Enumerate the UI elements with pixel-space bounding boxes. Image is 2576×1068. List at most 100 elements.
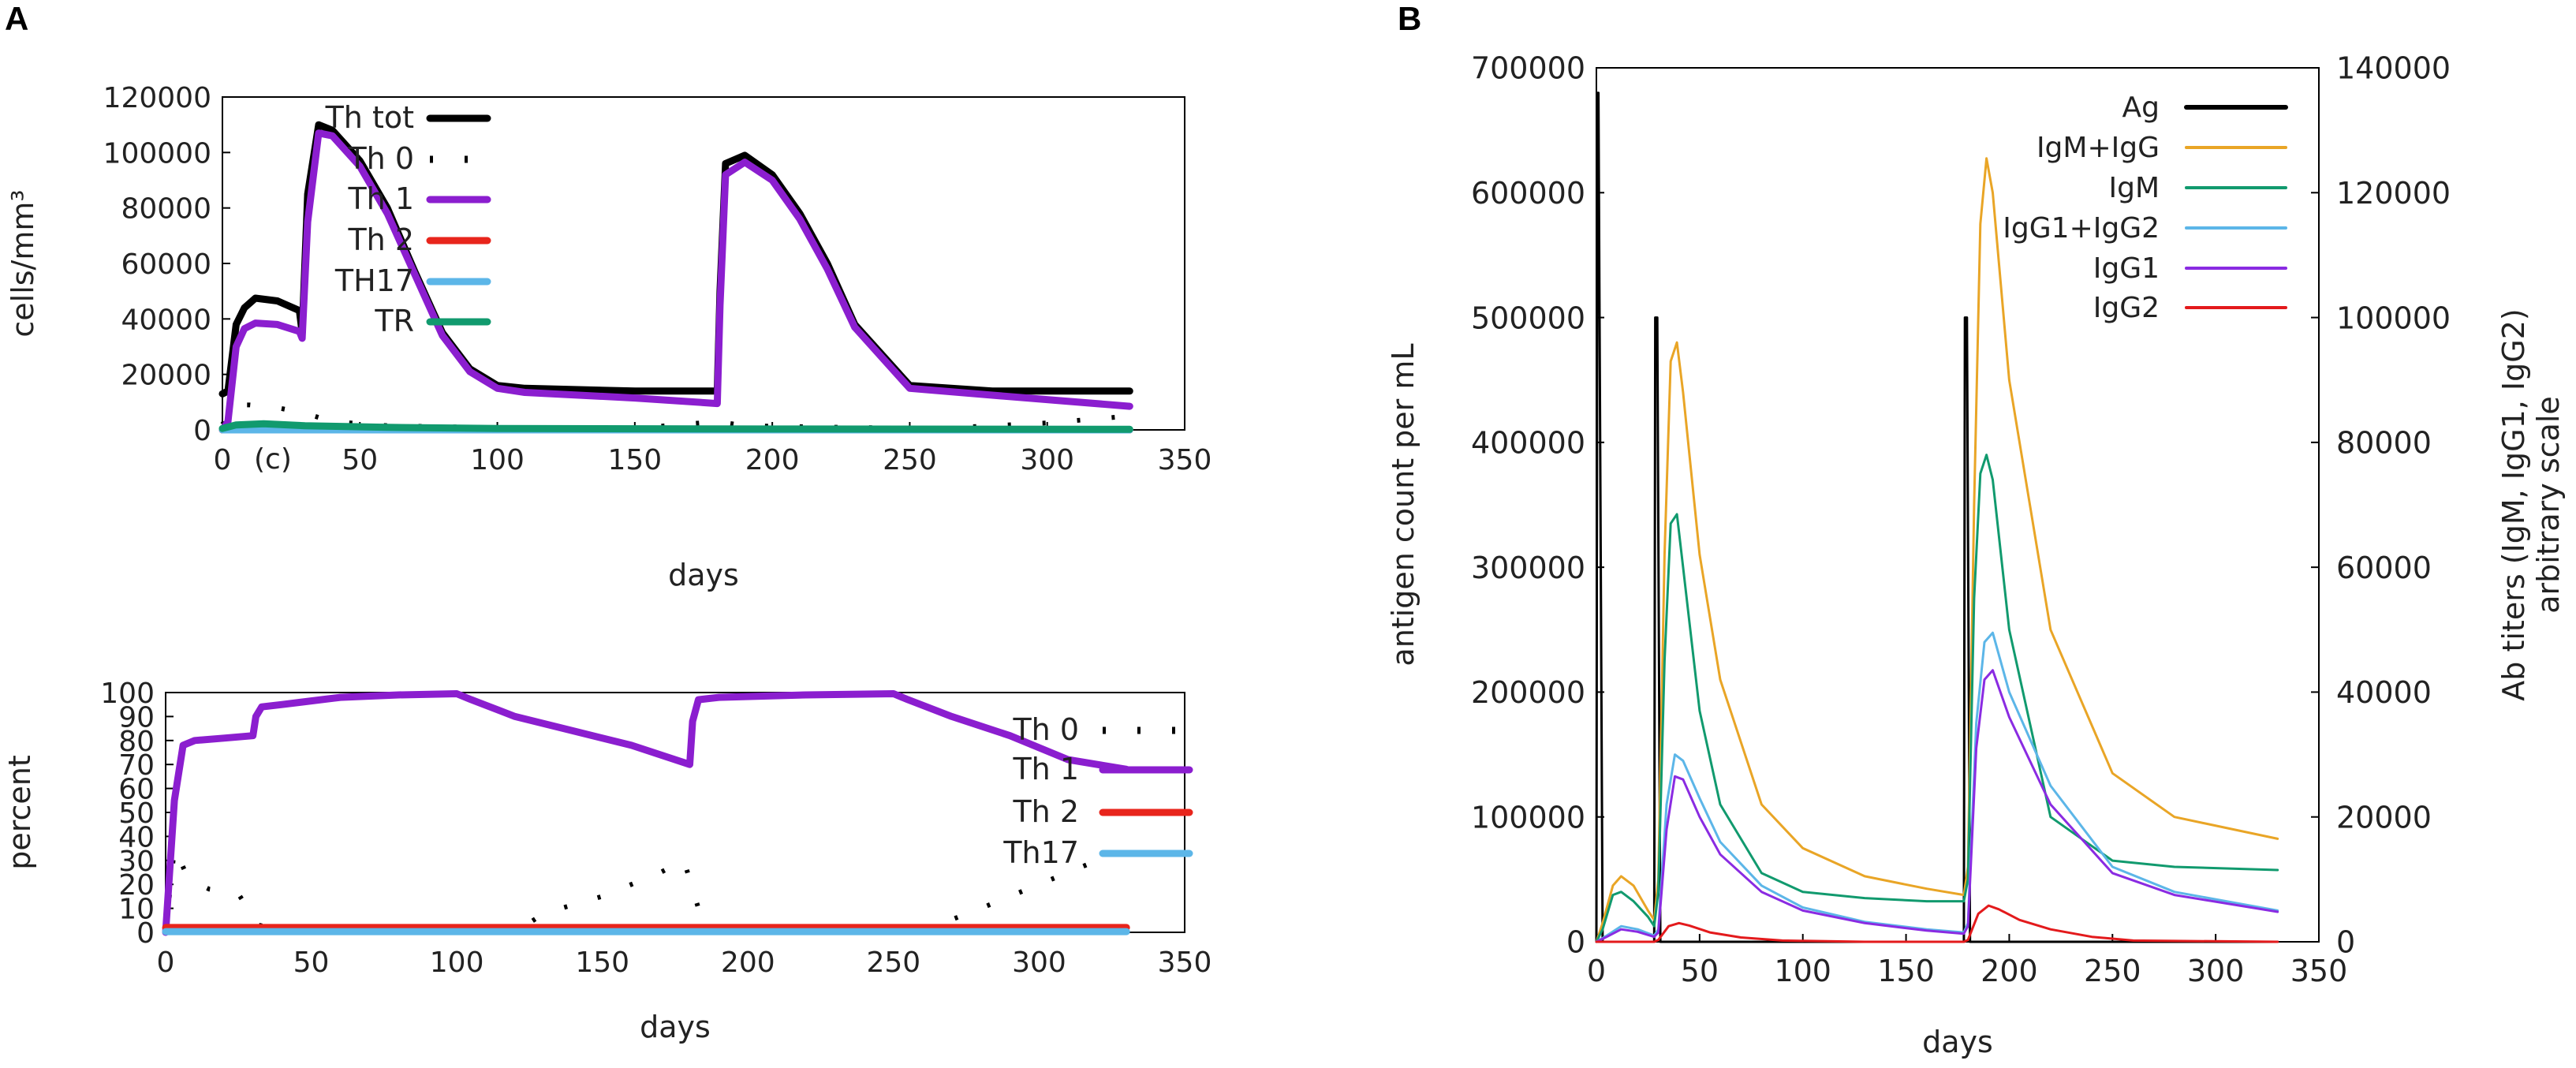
x-tick-label: 200 — [721, 947, 775, 979]
x-tick-label: 300 — [2187, 954, 2245, 988]
y-tick-label: 0 — [1566, 925, 1585, 960]
x-tick-label: 200 — [745, 444, 800, 476]
y-tick-label: 10 — [118, 894, 155, 926]
y-tick-label: 50 — [118, 797, 155, 830]
legend-label: IgM+IgG — [2037, 132, 2160, 164]
legend: Ag IgM+IgG IgM IgG1+IgG2 IgG1 IgG2 — [2003, 91, 2288, 324]
y-tick-label: 70 — [118, 749, 155, 782]
y-tick-label: 30 — [118, 846, 155, 878]
x-tick-label: 350 — [1158, 444, 1212, 476]
y-tick-label: 200000 — [1471, 675, 1585, 710]
y2-tick-label: 80000 — [2336, 426, 2432, 461]
y2-axis-label-line2: arbitrary scale — [2531, 396, 2566, 614]
y-tick-label: 100 — [100, 678, 155, 710]
legend-label: Th 1 — [1012, 752, 1079, 786]
series-line-ag — [1595, 91, 2279, 943]
tick-group: 0 50 100 150 200 250 300 3500102030405060708090… — [100, 678, 1211, 979]
y-tick-label: 20000 — [121, 360, 211, 392]
x-tick-label: 0 — [214, 444, 232, 476]
y-tick-label: 600000 — [1471, 176, 1585, 211]
legend-label: Ag — [2122, 91, 2160, 124]
y-tick-label: 90 — [118, 701, 155, 734]
legend-label: Th 2 — [347, 222, 414, 257]
y-tick-label: 300000 — [1471, 551, 1585, 585]
x-tick-label: 350 — [1158, 947, 1212, 979]
y-tick-label: 100000 — [1471, 800, 1585, 835]
series-group — [1595, 91, 2279, 943]
series-group — [162, 690, 1130, 936]
series-line-igm — [1595, 454, 2279, 943]
annotation-c: (c) — [254, 443, 292, 476]
panel-label-b: B — [1398, 0, 1421, 37]
panel-label-a: A — [5, 0, 28, 37]
x-tick-label: 50 — [293, 947, 330, 979]
x-axis-label: days — [668, 558, 739, 592]
x-tick-label: 100 — [430, 947, 484, 979]
legend-label: IgM — [2108, 172, 2160, 204]
y-tick-label: 20 — [118, 869, 155, 902]
y-axis-label: cells/mm³ — [6, 189, 40, 337]
y-tick-label: 40 — [118, 821, 155, 853]
y-tick-label: 80 — [118, 726, 155, 758]
legend-label: Th 1 — [347, 181, 414, 216]
y-tick-label: 60000 — [121, 248, 211, 281]
chart-th-cells: 0 50 100 150 200 250 300 350 0 20000 40000 60000 800… — [6, 82, 1211, 592]
x-tick-label: 250 — [2084, 954, 2141, 988]
x-tick-label: 300 — [1012, 947, 1066, 979]
y-tick-label: 700000 — [1471, 51, 1585, 86]
legend-label: TH17 — [334, 263, 414, 298]
y2-axis-label-line1: Ab titers (IgM, IgG1, IgG2) — [2496, 308, 2531, 700]
y-tick-label: 500000 — [1471, 301, 1585, 335]
legend-label: TR — [374, 304, 414, 338]
legend-label: Th 2 — [1012, 794, 1079, 829]
y2-tick-label: 40000 — [2336, 675, 2432, 710]
series-line-th-1 — [162, 690, 1130, 936]
x-tick-label: 150 — [575, 947, 629, 979]
x-tick-label: 150 — [1877, 954, 1935, 988]
tick-group: 0 50 100 150 200 250 300 350 0 20000 40000 60000 800… — [103, 82, 1212, 476]
y-axis-label: antigen count per mL — [1386, 343, 1421, 666]
series-group — [218, 121, 1133, 434]
y-tick-label: 0 — [136, 917, 155, 950]
series-line-igg1 — [1595, 669, 2279, 943]
legend: Th tot Th 0 Th 1 Th 2 TH17 TR — [325, 100, 491, 338]
tick-group: 0 50 100 150 200 250 300 3500100000200000300000… — [1471, 51, 2451, 988]
chart-antigen-antibody: 0 50 100 150 200 250 300 3500100000200000300000… — [1386, 51, 2566, 1059]
series-line-th-1 — [218, 129, 1133, 434]
legend: Th 0 Th 1 Th 2 Th17 — [1002, 712, 1193, 870]
x-tick-label: 200 — [1981, 954, 2038, 988]
x-tick-label: 150 — [607, 444, 662, 476]
x-tick-label: 0 — [157, 947, 175, 979]
series-line-igg2 — [1595, 904, 2279, 943]
x-tick-label: 250 — [866, 947, 920, 979]
series-line-th-0 — [163, 846, 1128, 935]
x-tick-label: 0 — [1587, 954, 1606, 988]
x-tick-label: 50 — [1681, 954, 1719, 988]
legend-label: Th17 — [1002, 835, 1079, 870]
y2-tick-label: 60000 — [2336, 551, 2432, 585]
x-axis-label: days — [1922, 1025, 1993, 1059]
x-axis-label: days — [640, 1010, 711, 1044]
y2-tick-label: 120000 — [2336, 176, 2451, 211]
y2-tick-label: 140000 — [2336, 51, 2451, 86]
y-tick-label: 0 — [193, 415, 211, 447]
legend-label: IgG2 — [2093, 292, 2160, 324]
legend-label: Th tot — [325, 100, 414, 135]
series-line-tr — [218, 420, 1133, 433]
y-tick-label: 40000 — [121, 304, 211, 336]
series-line-igm-igg — [1595, 157, 2279, 943]
y2-tick-label: 0 — [2336, 925, 2355, 960]
y-tick-label: 400000 — [1471, 426, 1585, 461]
y-tick-label: 120000 — [103, 82, 211, 114]
y-tick-label: 100000 — [103, 137, 211, 170]
x-tick-label: 250 — [883, 444, 937, 476]
x-tick-label: 100 — [470, 444, 525, 476]
x-tick-label: 50 — [342, 444, 378, 476]
y2-tick-label: 20000 — [2336, 800, 2432, 835]
chart-th-percent: 0 50 100 150 200 250 300 3500102030405060708090… — [2, 678, 1211, 1044]
legend-label: IgG1 — [2093, 252, 2160, 285]
x-tick-label: 100 — [1774, 954, 1831, 988]
y2-tick-label: 100000 — [2336, 301, 2451, 335]
legend-label: Th 0 — [1012, 712, 1079, 747]
